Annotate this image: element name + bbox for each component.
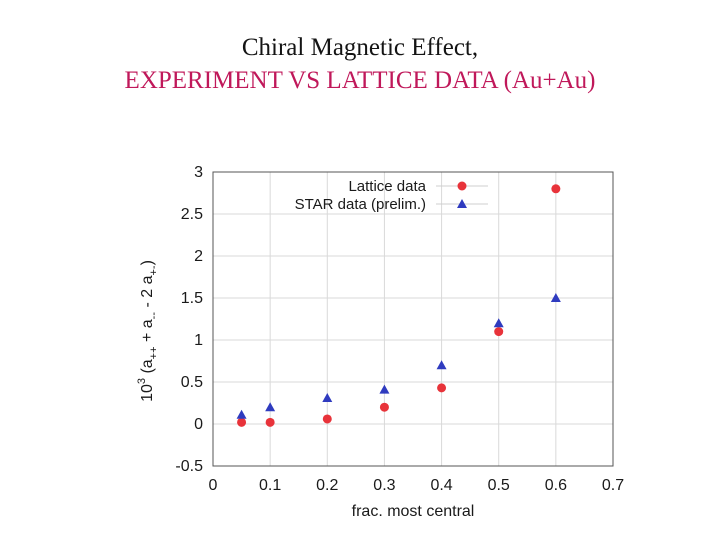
- y-axis-label-part: - 2 a: [139, 275, 156, 312]
- y-axis-label-part: 3: [136, 378, 148, 384]
- y-tick-label: 2.5: [181, 206, 203, 223]
- y-tick-label: 0.5: [181, 374, 203, 391]
- series-lattice: [237, 184, 561, 427]
- lattice-point: [494, 327, 504, 337]
- y-tick-label: 3: [194, 164, 203, 181]
- x-tick-label: 0.6: [545, 477, 567, 494]
- star-point: [493, 318, 504, 328]
- y-axis-label: 103 (a++ + a-- - 2 a+-): [136, 260, 160, 402]
- y-axis-label-part: + a: [139, 319, 156, 346]
- lattice-point: [322, 414, 332, 424]
- y-axis-label-part: --: [148, 312, 160, 320]
- lattice-point: [379, 402, 389, 412]
- star-point: [550, 293, 561, 303]
- x-tick-label: 0.4: [430, 477, 452, 494]
- x-tick-label: 0.3: [373, 477, 395, 494]
- y-axis-label-part: 10: [139, 384, 156, 402]
- data-series: [236, 184, 561, 427]
- star-point: [265, 402, 276, 412]
- y-axis-label-part: ): [139, 260, 156, 265]
- x-axis-label: frac. most central: [352, 503, 475, 520]
- star-point: [236, 409, 247, 419]
- y-tick-label: 1: [194, 332, 203, 349]
- legend-label: STAR data (prelim.): [295, 196, 426, 213]
- slide-title-line-1: Chiral Magnetic Effect,: [241, 34, 479, 61]
- y-tick-label: -0.5: [175, 458, 203, 475]
- legend-marker: [457, 199, 467, 209]
- plot-frame: [212, 171, 614, 467]
- x-tick-label: 0.5: [488, 477, 510, 494]
- y-axis-label-part: (a: [139, 359, 156, 378]
- lattice-point: [437, 383, 447, 393]
- y-axis-label-part: +-: [148, 265, 160, 275]
- slide-title-line-2: EXPERIMENT VS LATTICE DATA (Au+Au): [124, 67, 596, 94]
- x-tick-label: 0.2: [316, 477, 338, 494]
- star-point: [436, 360, 447, 370]
- lattice-point: [237, 417, 247, 427]
- y-tick-label: 1.5: [181, 290, 203, 307]
- star-point: [322, 393, 333, 403]
- lattice-point: [265, 417, 275, 427]
- y-tick-labels: -0.5 0 0.5 1 1.5 2 2.5 3: [175, 164, 203, 475]
- x-tick-label: 0.7: [602, 477, 624, 494]
- star-point: [379, 384, 390, 394]
- y-axis-label-part: ++: [148, 346, 160, 359]
- x-tick-labels: 0 0.1 0.2 0.3 0.4 0.5 0.6 0.7: [209, 477, 625, 494]
- legend-marker: [457, 181, 467, 191]
- x-tick-label: 0.1: [259, 477, 281, 494]
- y-tick-label: 2: [194, 248, 203, 265]
- lattice-point: [551, 184, 561, 194]
- series-star: [236, 293, 561, 419]
- x-tick-label: 0: [209, 477, 218, 494]
- legend-label: Lattice data: [348, 178, 426, 195]
- y-tick-label: 0: [194, 416, 203, 433]
